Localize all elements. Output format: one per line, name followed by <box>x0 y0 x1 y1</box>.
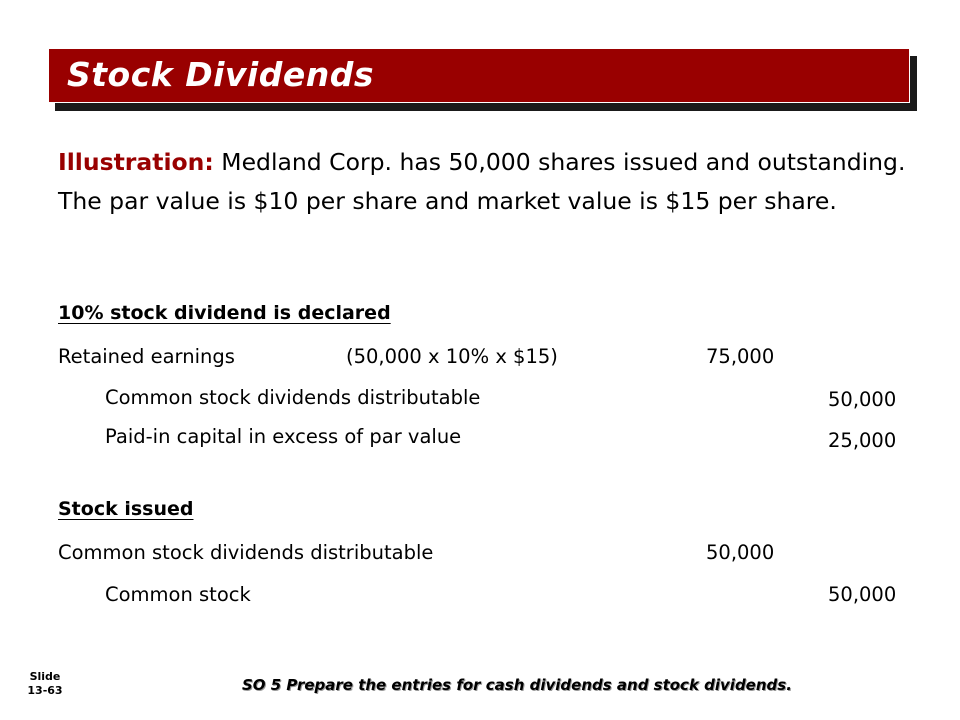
entry-account: Common stock dividends distributable <box>105 386 481 409</box>
entry-account: Retained earnings <box>58 345 235 368</box>
illustration-paragraph: Illustration: Medland Corp. has 50,000 s… <box>58 143 918 221</box>
illustration-label: Illustration: <box>58 148 214 176</box>
section-heading-issued: Stock issued <box>58 498 194 520</box>
entry-credit: 25,000 <box>828 429 897 452</box>
entry-account: Common stock dividends distributable <box>58 541 434 564</box>
slide-number-block: Slide 13-63 <box>20 670 70 698</box>
section-heading-declared: 10% stock dividend is declared <box>58 302 391 324</box>
slide-label: Slide <box>29 670 61 683</box>
entry-credit: 50,000 <box>828 388 897 411</box>
entry-account: Common stock <box>105 583 251 606</box>
entry-debit: 50,000 <box>706 541 775 564</box>
illustration-text: Medland Corp. has 50,000 shares issued a… <box>58 148 906 215</box>
entry-note: (50,000 x 10% x $15) <box>346 345 558 368</box>
slide-number: 13-63 <box>27 684 63 697</box>
title-bar: Stock Dividends <box>48 48 910 103</box>
slide-title: Stock Dividends <box>67 55 374 94</box>
entry-account: Paid-in capital in excess of par value <box>105 425 462 448</box>
study-objective: SO 5 Prepare the entries for cash divide… <box>242 676 792 694</box>
entry-debit: 75,000 <box>706 345 775 368</box>
entry-credit: 50,000 <box>828 583 897 606</box>
